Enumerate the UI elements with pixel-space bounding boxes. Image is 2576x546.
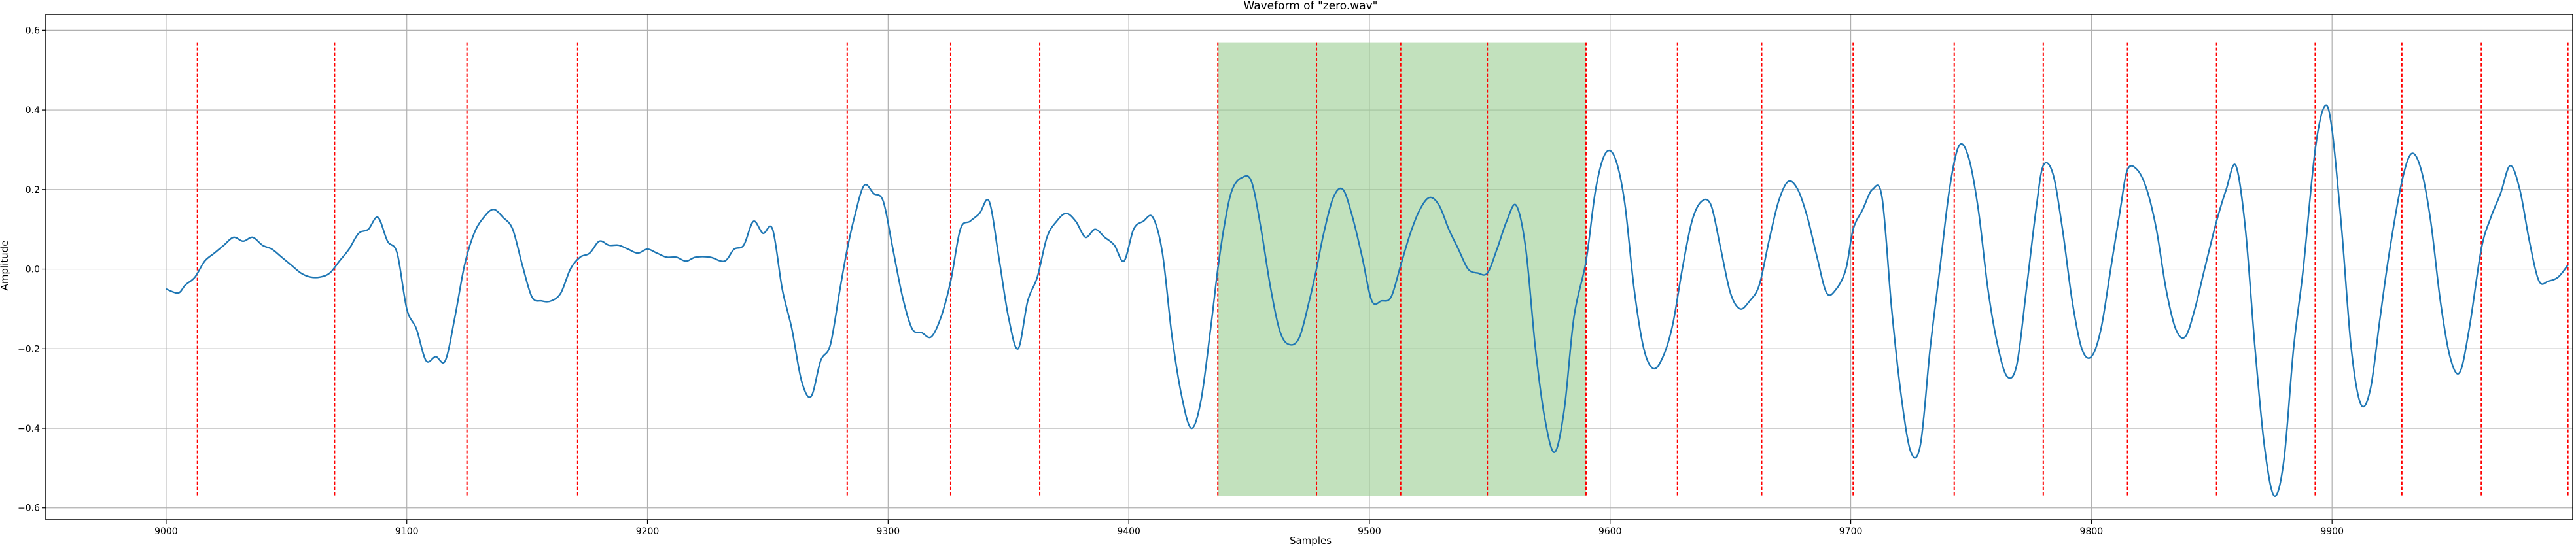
x-tick-label: 9600 bbox=[1598, 526, 1622, 537]
x-tick-label: 9200 bbox=[636, 526, 660, 537]
x-tick-label: 9800 bbox=[2080, 526, 2104, 537]
y-tick-label: 0.0 bbox=[26, 265, 40, 275]
x-tick-label: 9500 bbox=[1358, 526, 1381, 537]
x-tick-label: 9300 bbox=[877, 526, 900, 537]
x-tick-label: 9100 bbox=[395, 526, 419, 537]
waveform-line bbox=[166, 104, 2569, 497]
x-tick-label: 9900 bbox=[2320, 526, 2344, 537]
y-tick-label: 0.2 bbox=[26, 185, 40, 196]
y-tick-label: 0.4 bbox=[26, 105, 40, 116]
y-tick-label: −0.2 bbox=[18, 344, 40, 354]
x-tick-label: 9000 bbox=[154, 526, 178, 537]
chart-title: Waveform of "zero.wav" bbox=[1243, 0, 1377, 12]
plot-area: 9000 9100 9200 9300 9400 9500 9600 9700 9800 9900… bbox=[18, 14, 2573, 537]
highlight-region bbox=[1218, 42, 1586, 496]
x-tick-label: 9700 bbox=[1839, 526, 1863, 537]
y-tick-label: 0.6 bbox=[26, 26, 40, 36]
y-axis-label: Amplitude bbox=[0, 241, 10, 291]
x-tick-label: 9400 bbox=[1117, 526, 1140, 537]
y-tick-label: −0.4 bbox=[18, 424, 40, 434]
y-tick-label: −0.6 bbox=[18, 503, 40, 514]
axes-frame bbox=[45, 14, 2573, 520]
x-axis-label: Samples bbox=[1290, 535, 1332, 546]
